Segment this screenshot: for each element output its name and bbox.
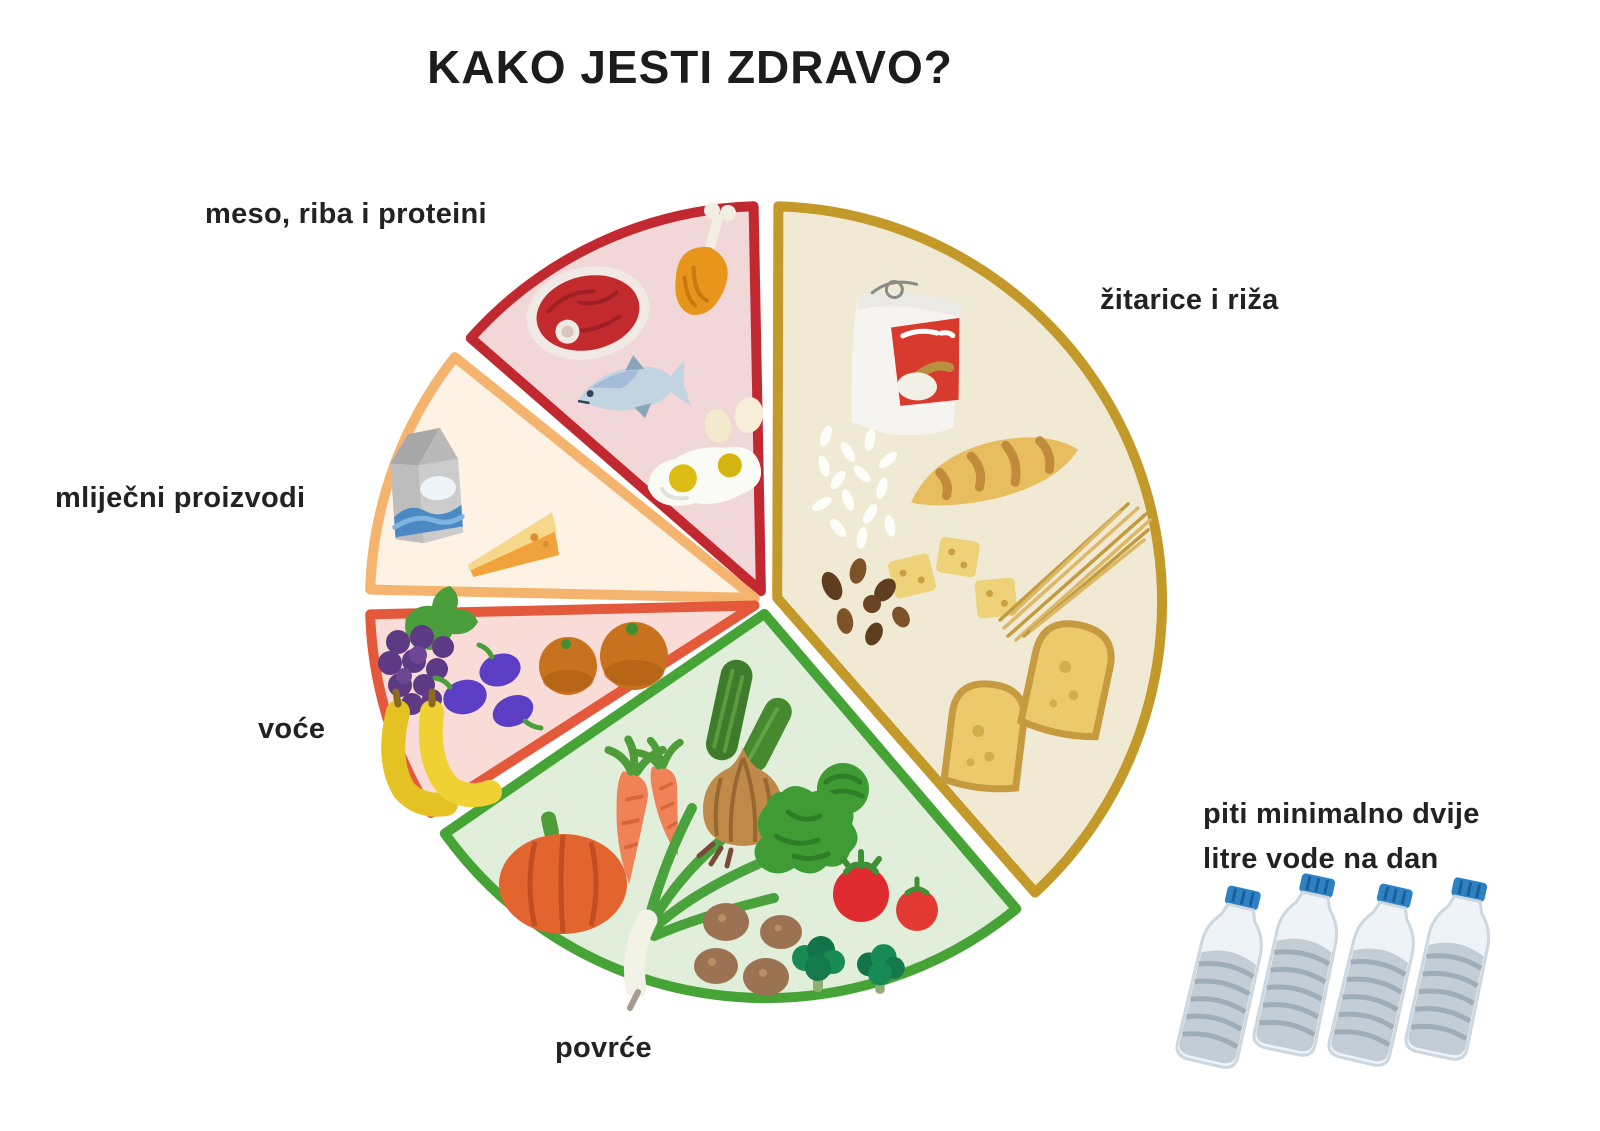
- grapes-icon: [378, 586, 478, 715]
- leek-icon: [623, 803, 779, 1011]
- dairy-foods-group: [390, 427, 560, 578]
- vegetable-foods-group: [499, 659, 938, 1011]
- pumpkin-icon: [499, 811, 627, 934]
- slice-label-voce: voće: [258, 713, 326, 745]
- chicken-drumstick-icon: [675, 202, 736, 315]
- water-bottle-icon: [1175, 885, 1263, 1069]
- water-bottles-illustration: [1175, 873, 1491, 1069]
- meat-foods-group: [526, 202, 764, 506]
- spaghetti-icon: [998, 502, 1152, 642]
- slice-label-mlijecni: mliječni proizvodi: [55, 482, 306, 514]
- page-title: KAKO JESTI ZDRAVO?: [427, 41, 953, 93]
- rice-grains-icon: [812, 425, 898, 549]
- plums-icon: [432, 642, 544, 731]
- water-bottle-icon: [1327, 883, 1415, 1067]
- kale-icon: [754, 763, 869, 874]
- fish-icon: [577, 355, 691, 419]
- pie-wedges: [365, 201, 1168, 1003]
- milk-carton-icon: [390, 427, 465, 544]
- baguette-icon: [911, 436, 1079, 506]
- water-bottle-icon: [1404, 877, 1491, 1061]
- steak-icon: [526, 266, 650, 360]
- fruit-foods-group: [378, 586, 668, 817]
- cucumbers-icon: [705, 659, 792, 773]
- crackers-icon: [888, 536, 1018, 619]
- bread-slices-icon: [940, 620, 1115, 793]
- oranges-icon: [539, 622, 668, 695]
- seeds-icon: [821, 558, 910, 646]
- slice-label-meso: meso, riba i proteini: [205, 198, 487, 230]
- slice-label-povrce: povrće: [555, 1032, 652, 1064]
- cheese-wedge-icon: [468, 512, 560, 578]
- tomatoes-icon: [833, 849, 938, 931]
- water-bottle-icon: [1252, 873, 1339, 1057]
- water-note-line1: piti minimalno dvije: [1203, 798, 1480, 830]
- slice-label-zitarice: žitarice i riža: [1100, 284, 1279, 316]
- water-note-line2: litre vode na dan: [1203, 843, 1439, 875]
- broccoli-icon: [792, 936, 905, 994]
- flour-bag-icon: [851, 280, 962, 436]
- eggs-icon: [704, 397, 764, 443]
- carrots-icon: [604, 735, 684, 884]
- bananas-icon: [381, 688, 502, 817]
- water-note: piti minimalno dvije litre vode na dan: [1203, 792, 1480, 882]
- fried-egg-icon: [647, 446, 762, 506]
- cereal-foods-group: [812, 280, 1152, 793]
